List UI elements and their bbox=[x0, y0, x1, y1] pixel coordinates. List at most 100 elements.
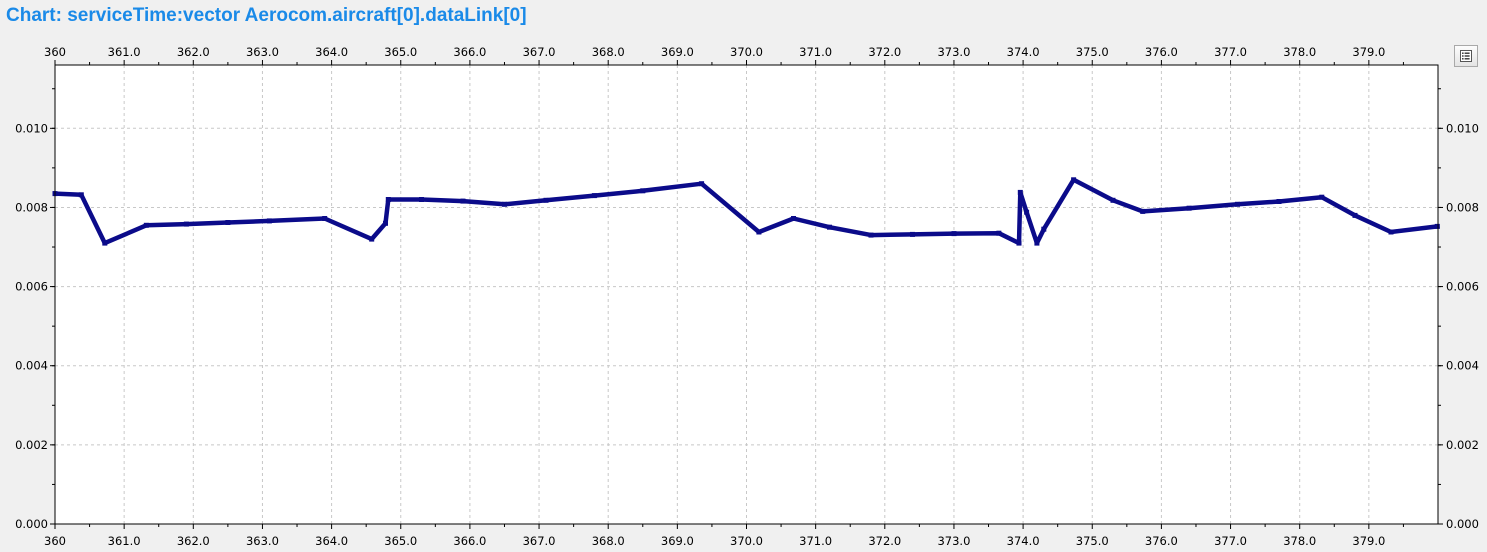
data-point bbox=[1034, 240, 1040, 246]
data-point bbox=[78, 192, 84, 198]
data-point bbox=[951, 231, 957, 237]
y-tick-label-left: 0.000 bbox=[15, 517, 48, 531]
x-tick-label-top: 368.0 bbox=[592, 45, 625, 59]
x-tick-label-top: 376.0 bbox=[1145, 45, 1178, 59]
x-tick-label-bottom: 376.0 bbox=[1145, 534, 1178, 548]
y-tick-label-left: 0.004 bbox=[15, 359, 48, 373]
data-point bbox=[369, 236, 375, 242]
series-line bbox=[52, 177, 1440, 246]
legend-list-icon bbox=[1460, 50, 1472, 62]
data-point bbox=[102, 240, 108, 246]
y-tick-label-left: 0.002 bbox=[15, 438, 48, 452]
data-point bbox=[143, 222, 149, 228]
x-tick-label-bottom: 375.0 bbox=[1076, 534, 1109, 548]
plot-frame bbox=[54, 64, 1439, 525]
data-point bbox=[1276, 199, 1282, 204]
data-point bbox=[1186, 205, 1192, 211]
x-tick-label-top: 366.0 bbox=[453, 45, 486, 59]
data-point bbox=[791, 216, 796, 221]
x-tick-label-bottom: 364.0 bbox=[315, 534, 348, 548]
data-point bbox=[996, 230, 1002, 236]
data-point bbox=[183, 221, 189, 227]
x-tick-label-top: 374.0 bbox=[1007, 45, 1040, 59]
y-tick-label-right: 0.010 bbox=[1446, 121, 1479, 135]
chart-title: Chart: serviceTime:vector Aerocom.aircra… bbox=[6, 5, 527, 26]
data-point bbox=[383, 220, 388, 226]
x-tick-label-top: 365.0 bbox=[384, 45, 417, 59]
data-point bbox=[827, 224, 832, 230]
data-point bbox=[1140, 208, 1146, 214]
x-tick-label-top: 367.0 bbox=[523, 45, 556, 59]
data-point bbox=[910, 231, 915, 237]
data-point bbox=[1235, 201, 1240, 207]
x-tick-label-bottom: 374.0 bbox=[1007, 534, 1040, 548]
data-point bbox=[543, 197, 549, 203]
x-tick-label-top: 379.0 bbox=[1352, 45, 1385, 59]
x-tick-label-bottom: 371.0 bbox=[799, 534, 832, 548]
x-tick-label-top: 364.0 bbox=[315, 45, 348, 59]
data-point bbox=[1024, 209, 1030, 215]
data-point bbox=[460, 198, 466, 204]
x-tick-label-top: 363.0 bbox=[246, 45, 279, 59]
axes: 360 360 361.0 361.0 362.0 362.0 363.0 363.0 364.… bbox=[15, 45, 1479, 548]
y-tick-label-right: 0.000 bbox=[1446, 517, 1479, 531]
x-tick-label-bottom: 360 bbox=[44, 534, 66, 548]
y-tick-label-right: 0.002 bbox=[1446, 438, 1479, 452]
series-layer bbox=[52, 177, 1440, 246]
x-tick-label-top: 372.0 bbox=[868, 45, 901, 59]
data-point bbox=[756, 229, 762, 235]
x-tick-label-bottom: 367.0 bbox=[523, 534, 556, 548]
x-tick-label-top: 361.0 bbox=[108, 45, 141, 59]
data-point bbox=[1041, 226, 1047, 232]
x-tick-label-bottom: 377.0 bbox=[1214, 534, 1247, 548]
data-point bbox=[266, 218, 272, 224]
y-tick-label-right: 0.004 bbox=[1446, 359, 1479, 373]
y-tick-label-right: 0.008 bbox=[1446, 200, 1479, 214]
x-tick-label-top: 362.0 bbox=[177, 45, 210, 59]
data-point bbox=[1319, 194, 1325, 200]
y-tick-label-left: 0.006 bbox=[15, 280, 48, 294]
data-point bbox=[385, 197, 391, 202]
x-tick-label-bottom: 368.0 bbox=[592, 534, 625, 548]
data-point bbox=[502, 201, 507, 207]
x-tick-label-bottom: 361.0 bbox=[108, 534, 141, 548]
x-tick-label-bottom: 363.0 bbox=[246, 534, 279, 548]
x-tick-label-bottom: 379.0 bbox=[1352, 534, 1385, 548]
x-tick-label-bottom: 370.0 bbox=[730, 534, 763, 548]
x-tick-label-bottom: 369.0 bbox=[661, 534, 694, 548]
data-point bbox=[1016, 240, 1022, 246]
data-point bbox=[1017, 189, 1023, 195]
data-point bbox=[322, 216, 328, 221]
data-point bbox=[419, 197, 424, 202]
x-tick-label-top: 369.0 bbox=[661, 45, 694, 59]
x-tick-label-top: 375.0 bbox=[1076, 45, 1109, 59]
x-tick-label-top: 377.0 bbox=[1214, 45, 1247, 59]
y-tick-label-left: 0.010 bbox=[15, 121, 48, 135]
x-tick-label-top: 370.0 bbox=[730, 45, 763, 59]
data-point bbox=[699, 181, 705, 187]
x-tick-label-bottom: 378.0 bbox=[1283, 534, 1316, 548]
data-point bbox=[225, 220, 231, 225]
x-tick-label-top: 378.0 bbox=[1283, 45, 1316, 59]
x-tick-label-bottom: 366.0 bbox=[453, 534, 486, 548]
data-point bbox=[1071, 177, 1077, 183]
legend-toggle-button[interactable] bbox=[1454, 45, 1478, 67]
data-point bbox=[1352, 212, 1358, 218]
x-tick-label-bottom: 365.0 bbox=[384, 534, 417, 548]
data-point bbox=[1434, 223, 1440, 229]
x-tick-label-top: 371.0 bbox=[799, 45, 832, 59]
data-point bbox=[1110, 197, 1116, 203]
y-tick-label-right: 0.006 bbox=[1446, 280, 1479, 294]
x-tick-label-top: 373.0 bbox=[937, 45, 970, 59]
x-tick-label-bottom: 372.0 bbox=[868, 534, 901, 548]
grid-lines bbox=[55, 65, 1438, 524]
y-tick-label-left: 0.008 bbox=[15, 200, 48, 214]
data-point bbox=[1388, 229, 1394, 235]
x-tick-label-top: 360 bbox=[44, 45, 66, 59]
x-tick-label-bottom: 362.0 bbox=[177, 534, 210, 548]
x-tick-label-bottom: 373.0 bbox=[937, 534, 970, 548]
data-point bbox=[868, 232, 874, 238]
data-point bbox=[640, 188, 646, 194]
data-point bbox=[591, 193, 597, 199]
